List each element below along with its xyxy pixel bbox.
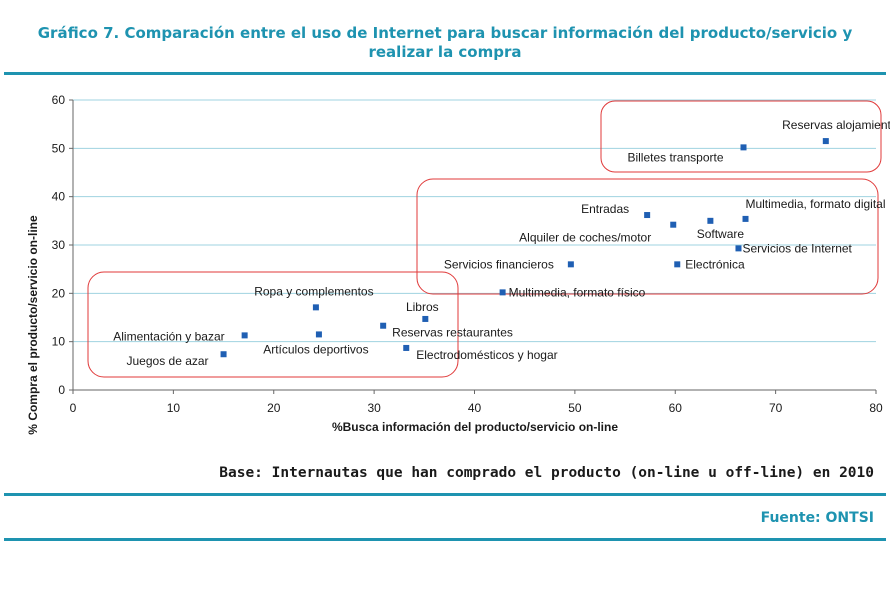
y-tick-label: 60 — [52, 93, 66, 107]
grid-lines — [73, 99, 876, 343]
base-note: Base: Internautas que han comprado el pr… — [219, 465, 874, 481]
x-axis-label: %Busca información del producto/servicio… — [332, 420, 618, 434]
y-axis-label: % Compra el producto/servicio on-line — [26, 215, 40, 435]
x-tick-label: 70 — [769, 401, 783, 415]
data-point — [315, 331, 322, 338]
point-label: Entradas — [581, 202, 629, 216]
group-boxes — [87, 100, 882, 378]
data-point — [220, 351, 227, 358]
group-box-bottom-left — [87, 271, 459, 378]
source-note: Fuente: ONTSI — [760, 510, 874, 526]
data-point — [312, 304, 319, 311]
data-point — [644, 212, 651, 219]
point-label: Reservas alojamiento — [782, 118, 890, 132]
data-point — [499, 289, 506, 296]
point-label: Software — [697, 227, 745, 241]
point-label: Reservas restaurantes — [392, 326, 513, 340]
point-label: Alquiler de coches/motor — [519, 231, 651, 245]
data-point — [707, 217, 714, 224]
y-tick-label: 20 — [52, 286, 66, 300]
tick-labels: 0 10 20 30 40 50 60 0 10 20 30 40 50 60 70 80 — [52, 93, 883, 415]
point-label: Servicios de Internet — [742, 241, 852, 255]
y-tick-label: 40 — [52, 190, 66, 204]
data-point — [380, 322, 387, 329]
x-tick-label: 80 — [869, 401, 883, 415]
y-tick-label: 0 — [58, 383, 65, 397]
middle-divider — [4, 493, 886, 496]
x-tick-label: 10 — [167, 401, 181, 415]
point-label: Artículos deportivos — [263, 342, 368, 356]
x-tick-label: 50 — [568, 401, 582, 415]
point-label: Multimedia, formato digital — [745, 197, 885, 211]
data-point — [674, 261, 681, 268]
x-tick-label: 40 — [468, 401, 482, 415]
point-label: Servicios financieros — [444, 257, 554, 271]
data-points — [220, 138, 829, 358]
x-tick-label: 60 — [669, 401, 683, 415]
group-box-top-right — [600, 100, 882, 173]
bottom-divider — [4, 538, 886, 541]
point-labels: Reservas alojamiento Billetes transporte E… — [113, 118, 890, 368]
chart-title-line-1: Gráfico 7. Comparación entre el uso de I… — [37, 24, 853, 42]
data-point — [403, 344, 410, 351]
data-point — [735, 245, 742, 252]
point-label: Ropa y complementos — [254, 284, 373, 298]
data-point — [740, 144, 747, 151]
axes — [69, 99, 877, 394]
data-point — [241, 332, 248, 339]
chart-title-line-2: realizar la compra — [368, 43, 522, 61]
chart-title: Gráfico 7. Comparación entre el uso de I… — [8, 24, 882, 62]
data-point — [670, 221, 677, 228]
x-tick-label: 0 — [70, 401, 77, 415]
point-label: Multimedia, formato físico — [509, 285, 646, 299]
point-label: Juegos de azar — [127, 354, 209, 368]
group-box-middle — [416, 178, 879, 295]
point-label: Billetes transporte — [627, 150, 723, 164]
x-tick-label: 30 — [367, 401, 381, 415]
y-tick-label: 30 — [52, 238, 66, 252]
data-point — [822, 138, 829, 145]
data-point — [422, 315, 429, 322]
point-label: Electrónica — [685, 257, 745, 271]
point-label: Alimentación y bazar — [113, 329, 224, 343]
data-point — [567, 261, 574, 268]
y-tick-label: 50 — [52, 141, 66, 155]
point-label: Libros — [406, 300, 439, 314]
scatter-chart: 0 10 20 30 40 50 60 0 10 20 30 40 50 60 70 80 Reservas … — [26, 93, 890, 435]
point-label: Electrodomésticos y hogar — [416, 348, 557, 362]
y-tick-label: 10 — [52, 335, 66, 349]
data-point — [742, 215, 749, 222]
top-divider — [4, 72, 886, 75]
x-tick-label: 20 — [267, 401, 281, 415]
